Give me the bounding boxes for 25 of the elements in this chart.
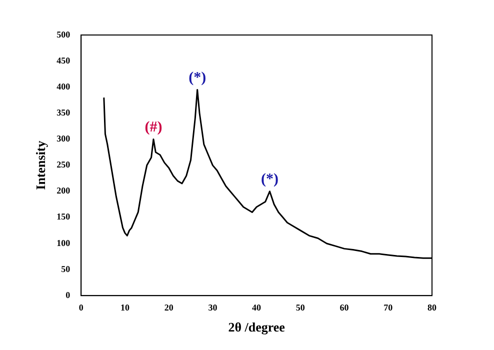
y-tick-label: 150 [56, 212, 71, 222]
x-tick-label: 0 [78, 302, 84, 312]
y-tick-label: 50 [61, 264, 71, 274]
annotation: (*) [188, 70, 206, 86]
x-tick-label: 50 [296, 302, 306, 312]
y-tick-label: 400 [56, 81, 71, 92]
x-tick-label: 10 [120, 302, 130, 312]
x-tick-label: 70 [384, 302, 394, 312]
y-tick-label: 100 [56, 238, 71, 248]
x-tick-label: 60 [340, 302, 350, 312]
x-tick-label: 20 [164, 302, 174, 312]
y-tick-label: 450 [56, 55, 71, 66]
y-tick-label: 350 [56, 108, 71, 118]
x-axis-title: 2θ /degree [228, 320, 286, 335]
y-axis-title: Intensity [33, 140, 48, 190]
annotation: (#) [144, 120, 162, 136]
y-tick-label: 300 [56, 134, 71, 144]
y-tick-label: 200 [56, 186, 71, 196]
x-tick-label: 40 [252, 302, 262, 312]
x-tick-label: 80 [428, 302, 437, 312]
y-tick-label: 0 [66, 290, 71, 300]
x-tick-label: 30 [208, 302, 218, 312]
annotation: (*) [260, 172, 278, 188]
y-tick-label: 500 [56, 29, 71, 40]
y-tick-label: 250 [56, 160, 71, 170]
